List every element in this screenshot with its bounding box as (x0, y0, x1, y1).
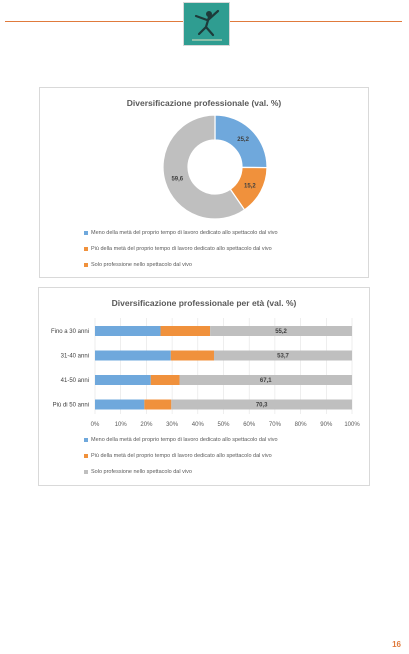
bar-segment (170, 350, 214, 361)
x-tick-label: 60% (243, 422, 256, 428)
bar-segment (95, 326, 161, 336)
x-tick-label: 90% (320, 422, 333, 428)
x-tick-label: 30% (166, 422, 179, 428)
legend-swatch-orange (84, 453, 88, 458)
stacked-bar-chart: 0% 10% 20% 30% 40% 50% 60% 70% 80% 90% 100% Fino a … (51, 318, 360, 428)
bar-segment (95, 375, 151, 385)
bar-value-label: 70,3 (256, 403, 268, 409)
donut-chart-panel: Diversificazione professionale (val. %) … (39, 87, 369, 278)
legend-item-more-half: Più della metà del proprio tempo di lavo… (84, 246, 272, 252)
dancer-figure-icon (183, 2, 230, 46)
bar-value-label: 67,1 (260, 378, 272, 384)
slice-value-label: 25,2 (237, 137, 249, 143)
x-tick-label: 80% (295, 422, 308, 428)
bar-value-label: 53,7 (277, 354, 289, 360)
legend-label: Solo professione nello spettacolo dal vi… (91, 469, 192, 475)
bar-chart-panel: Diversificazione professionale per età (… (38, 287, 370, 486)
bar-segment (150, 375, 180, 385)
legend-item-less-half: Meno della metà del proprio tempo di lav… (84, 437, 278, 443)
legend-label: Più della metà del proprio tempo di lavo… (91, 246, 272, 252)
slice-value-label: 59,6 (171, 177, 183, 183)
x-tick-label: 70% (269, 422, 282, 428)
x-tick-label: 0% (91, 422, 100, 428)
legend-swatch-gray (84, 469, 88, 474)
donut-chart-title: Diversificazione professionale (val. %) (126, 98, 282, 108)
legend-swatch-blue (84, 230, 88, 235)
bar-value-label: 55,2 (275, 329, 287, 335)
legend-label: Più della metà del proprio tempo di lavo… (91, 453, 272, 459)
legend-label: Solo professione nello spettacolo dal vi… (91, 262, 192, 268)
legend-label: Meno della metà del proprio tempo di lav… (91, 230, 278, 236)
legend-swatch-orange (84, 262, 88, 267)
donut-chart: 25,2 15,2 59,6 (162, 114, 268, 220)
bar-chart-title: Diversificazione professionale per età (… (111, 298, 297, 308)
legend-item-only-live: Solo professione nello spettacolo dal vi… (84, 262, 192, 268)
bar-segment (95, 350, 171, 361)
bar-segment (171, 399, 352, 410)
y-category-label: 41-50 anni (61, 378, 89, 384)
donut-slice (162, 114, 246, 220)
page-number: 16 (392, 640, 401, 649)
bar-segment (179, 375, 352, 385)
y-category-label: Fino a 30 anni (51, 329, 89, 335)
legend-item-less-half: Meno della metà del proprio tempo di lav… (84, 230, 278, 236)
bar-segment (144, 399, 172, 410)
x-tick-label: 40% (192, 422, 205, 428)
bar-segment (213, 350, 352, 361)
legend-item-only-live: Solo professione nello spettacolo dal vi… (84, 469, 192, 475)
legend-swatch-orange (84, 246, 88, 251)
x-tick-label: 100% (344, 422, 360, 428)
x-tick-label: 20% (140, 422, 153, 428)
x-tick-label: 50% (217, 422, 230, 428)
y-category-label: Più di 50 anni (53, 403, 89, 409)
legend-item-more-half: Più della metà del proprio tempo di lavo… (84, 453, 272, 459)
y-category-label: 31-40 anni (61, 354, 89, 360)
x-tick-label: 10% (115, 422, 128, 428)
bar-segment (160, 326, 211, 336)
legend-swatch-blue (84, 437, 88, 442)
legend-label: Meno della metà del proprio tempo di lav… (91, 437, 278, 443)
slice-value-label: 15,2 (244, 184, 256, 190)
bar-segment (210, 326, 352, 336)
bar-segment (95, 399, 145, 410)
